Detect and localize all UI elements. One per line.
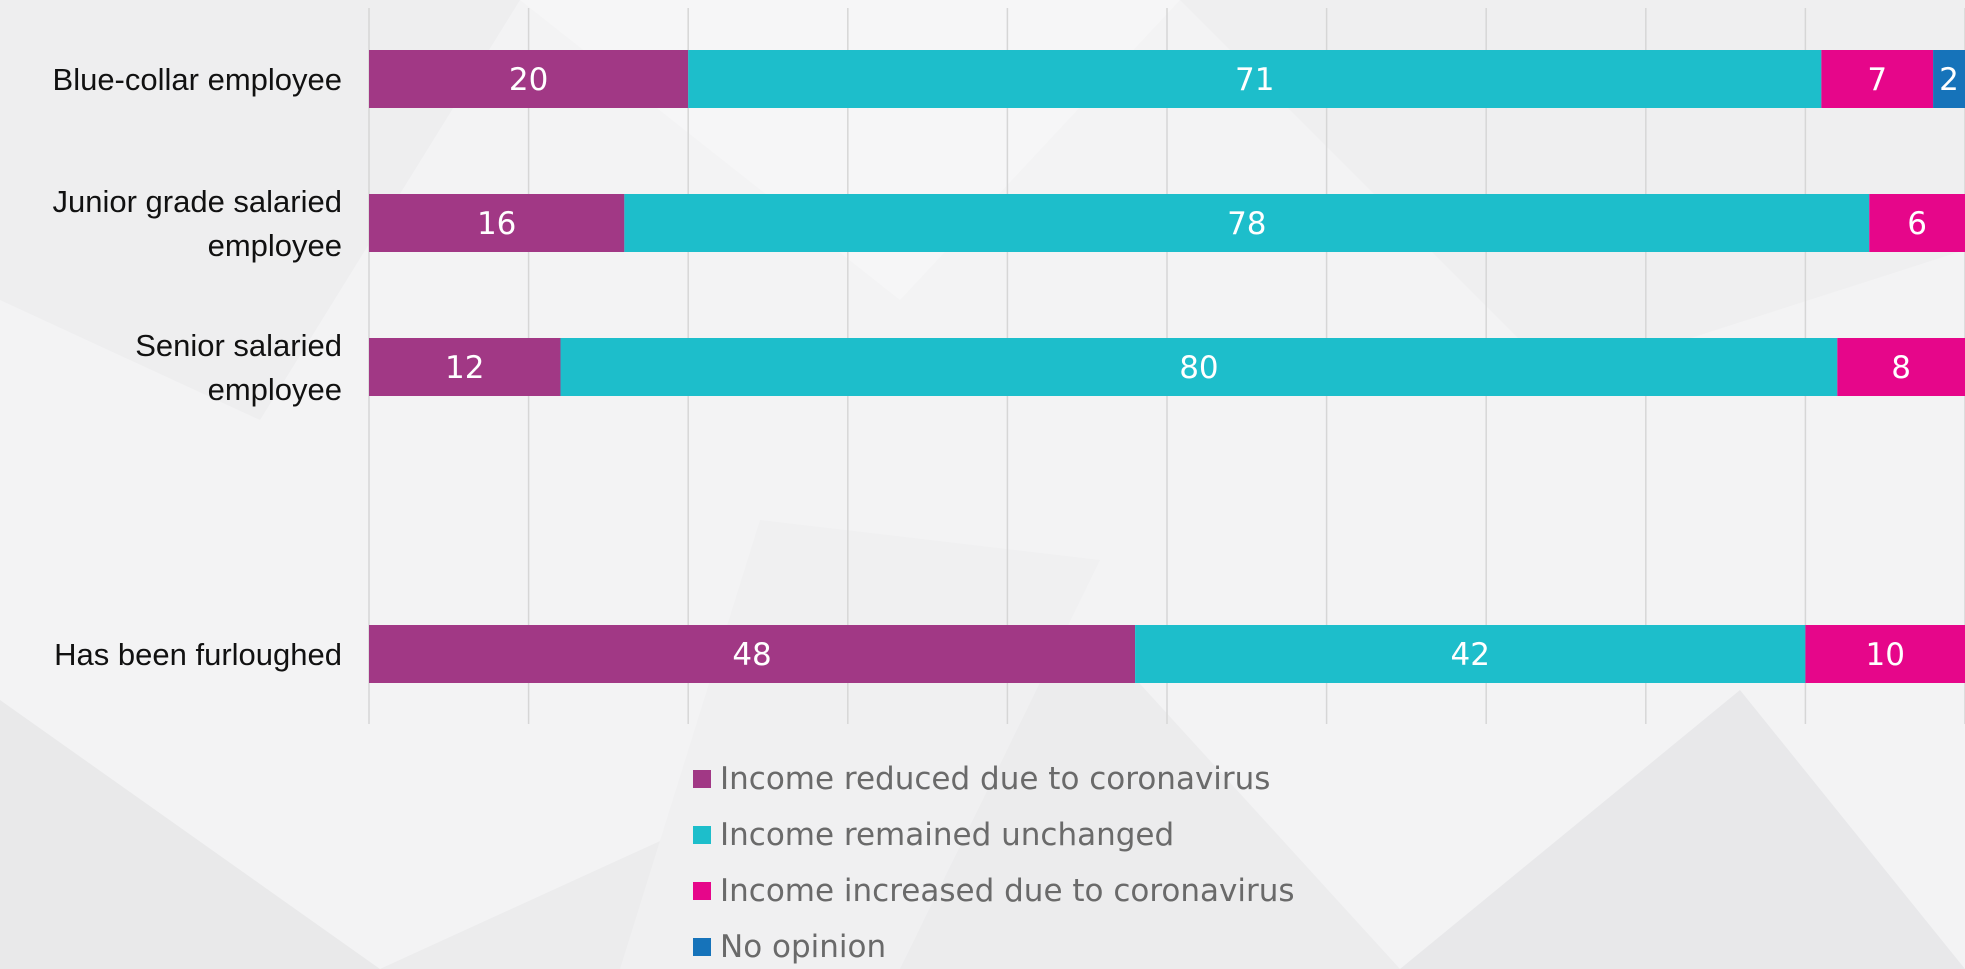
category-label: employee: [208, 228, 342, 263]
category-label: Blue-collar employee: [53, 62, 342, 97]
category-label: employee: [208, 372, 342, 407]
category-labels: Blue-collar employee Junior grade salarie…: [52, 62, 342, 672]
legend-swatch-income-unchanged: [693, 826, 711, 844]
legend-label-no-opinion: No opinion: [720, 929, 886, 965]
data-label: 8: [1891, 350, 1911, 386]
data-label: 12: [445, 350, 484, 386]
legend-item-income-unchanged: Income remained unchanged: [693, 813, 1174, 857]
data-label: 42: [1451, 637, 1490, 673]
data-label: 16: [477, 206, 516, 242]
legend-label-income-increased: Income increased due to coronavirus: [720, 873, 1295, 909]
data-label: 78: [1227, 206, 1266, 242]
data-label: 6: [1907, 206, 1927, 242]
data-label: 7: [1867, 62, 1887, 98]
legend-label-income-unchanged: Income remained unchanged: [720, 817, 1174, 853]
category-label: Junior grade salaried: [52, 184, 342, 219]
data-label: 48: [732, 637, 771, 673]
legend-item-no-opinion: No opinion: [693, 925, 886, 969]
data-label: 71: [1235, 62, 1274, 98]
legend-item-income-increased: Income increased due to coronavirus: [693, 869, 1295, 913]
legend-item-income-reduced: Income reduced due to coronavirus: [693, 757, 1270, 801]
legend-swatch-income-increased: [693, 882, 711, 900]
category-label: Senior salaried: [135, 328, 342, 363]
data-label: 10: [1865, 637, 1904, 673]
legend: Income reduced due to coronavirus Income…: [693, 757, 1593, 969]
legend-label-income-reduced: Income reduced due to coronavirus: [720, 761, 1270, 797]
legend-swatch-no-opinion: [693, 938, 711, 956]
data-label: 2: [1939, 62, 1959, 98]
legend-swatch-income-reduced: [693, 770, 711, 788]
data-label: 20: [509, 62, 548, 98]
category-label: Has been furloughed: [54, 637, 342, 672]
data-label: 80: [1179, 350, 1218, 386]
